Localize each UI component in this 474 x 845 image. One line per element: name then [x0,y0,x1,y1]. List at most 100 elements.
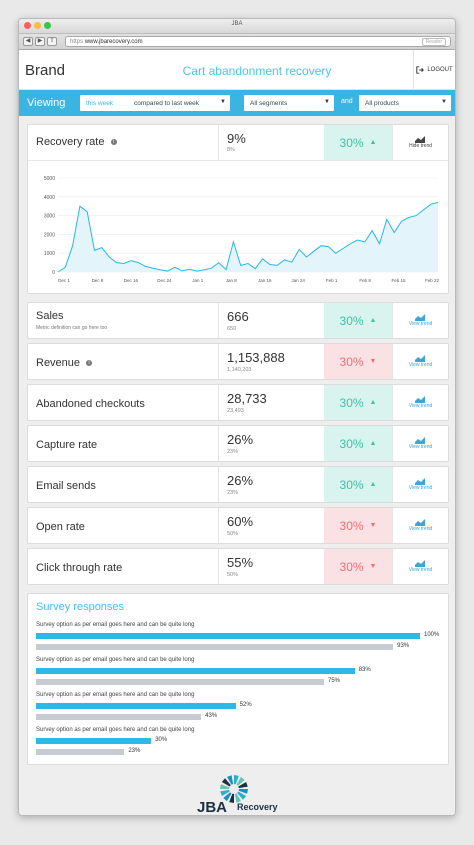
triangle-down-icon: ▼ [369,563,377,570]
x-tick-label: Dec 16 [124,278,139,283]
x-tick-label: Jan 1 [192,278,204,283]
survey-bar-previous [36,644,394,650]
metric-label-text: Click through rate [36,562,123,574]
metric-label: Sales [36,310,64,322]
logout-button[interactable]: LOGOUT [413,50,455,90]
change-value: 30% [339,395,364,410]
chevron-down-icon: ▼ [220,99,226,105]
products-value: All products [365,99,399,107]
metric-previous: 23,493 [227,408,244,414]
survey-responses-card: Survey responses Survey option as per em… [27,593,449,765]
chevron-down-icon: ▼ [441,99,447,105]
products-select[interactable]: All products ▼ [359,95,451,111]
jba-recovery-logo: JBA Recovery [197,774,287,815]
metric-value-box: 60% 50% [218,508,324,543]
change-value: 30% [339,518,364,533]
change-value: 30% [339,313,364,328]
x-tick-label: Feb 22 [425,278,440,283]
triangle-up-icon: ▲ [369,317,377,324]
close-window-icon[interactable] [24,22,31,29]
logo-ray [229,793,234,803]
metric-value: 28,733 [227,391,267,406]
recovery-rate-value: 9% [227,131,246,146]
segments-select[interactable]: All segments ▼ [244,95,334,111]
survey-value-label: 52% [239,702,252,708]
address-bar[interactable]: https www.jbarecovery.com Reader [65,36,451,47]
x-tick-label: Jan 24 [291,278,305,283]
metric-label: Capture rate [36,439,97,451]
survey-bar-previous [36,679,324,685]
survey-item: Survey option as per email goes here and… [36,692,446,724]
view-trend-button[interactable]: View trend [392,385,448,420]
minimize-window-icon[interactable] [34,22,41,29]
survey-value-label: 30% [155,737,168,743]
metric-card: Capture rate 26% 23% 30% ▲ View trend [27,425,449,462]
brand-name[interactable]: Brand [25,62,66,79]
browser-window: JBA ◀ ▶ ⇧ https www.jbarecovery.com Read… [18,18,456,816]
logo-ray [221,778,231,787]
metric-label: Click through rate [36,562,122,574]
view-trend-label: View trend [408,567,433,573]
logo-sunburst-icon [220,775,248,803]
survey-option-text: Survey option as per email goes here and… [36,657,195,663]
trend-chart-icon [415,478,425,485]
browser-nav-buttons: ◀ ▶ ⇧ [23,37,57,46]
comparison-value: compared to last week [134,99,200,107]
x-tick-label: Dec 8 [92,278,104,283]
survey-previous-label: 23% [128,748,141,754]
recovery-trend-chart: 0 1000 2000 3000 4000 5000 Dec 1 Dec 8 Dec 16 Dec… [44,176,440,283]
logo-subtext: Recovery [237,802,278,812]
hide-trend-button[interactable]: Hide trend [392,125,448,160]
share-icon[interactable]: ⇧ [47,37,57,46]
metric-label-text: Open rate [36,521,85,533]
survey-value-label: 100% [424,632,440,638]
back-icon[interactable]: ◀ [23,37,33,46]
forward-icon[interactable]: ▶ [35,37,45,46]
survey-previous-label: 75% [328,678,341,684]
metric-change: 30% ▲ [324,426,392,461]
dashboard-content: Recovery rate i 9% 8% 30% ▲ Hide trend [19,116,455,815]
view-trend-button[interactable]: View trend [392,303,448,338]
y-tick-label: 5000 [44,176,55,182]
chart-series-line [57,201,439,273]
view-trend-button[interactable]: View trend [392,467,448,502]
url-text: www.jbarecovery.com [84,39,143,45]
metric-previous: 650 [227,326,237,332]
logo-ray [227,775,234,785]
logo-ray [238,789,248,794]
metric-previous: 23% [227,490,239,496]
info-icon[interactable]: i [86,360,93,367]
metric-card: Open rate 60% 50% 30% ▼ View trend [27,507,449,544]
logo-ray [220,789,230,796]
metric-label-text: Capture rate [36,439,98,451]
logout-label: LOGOUT [427,67,453,73]
reader-button[interactable]: Reader [421,38,446,46]
window-titlebar: JBA [19,19,455,34]
and-label: and [341,98,353,105]
survey-bar-current [36,738,152,744]
metric-definition: Metric definition can go here too [36,325,108,331]
view-trend-button[interactable]: View trend [392,549,448,584]
view-trend-button[interactable]: View trend [392,426,448,461]
period-select[interactable]: this week compared to last week ▼ [80,95,230,111]
view-trend-button[interactable]: View trend [392,344,448,379]
metric-value: 26% [227,432,254,447]
trend-chart-icon [415,437,425,444]
metric-value: 55% [227,555,254,570]
view-trend-button[interactable]: View trend [392,508,448,543]
metric-change: 30% ▼ [324,549,392,584]
metric-change: 30% ▲ [324,385,392,420]
segments-value: All segments [250,99,288,107]
view-trend-label: View trend [408,526,433,532]
info-icon[interactable]: i [110,139,117,146]
metric-value-box: 28,733 23,493 [218,385,324,420]
zoom-window-icon[interactable] [44,22,51,29]
metric-value-box: 1,153,888 1,140,203 [218,344,324,379]
trend-chart-icon [415,314,425,321]
trend-chart-icon [415,519,425,526]
metric-value-box: 26% 23% [218,426,324,461]
page-title: Cart abandonment recovery [182,64,332,78]
metric-value: 26% [227,473,254,488]
x-tick-label: Feb 8 [359,278,371,283]
window-controls [24,22,51,29]
